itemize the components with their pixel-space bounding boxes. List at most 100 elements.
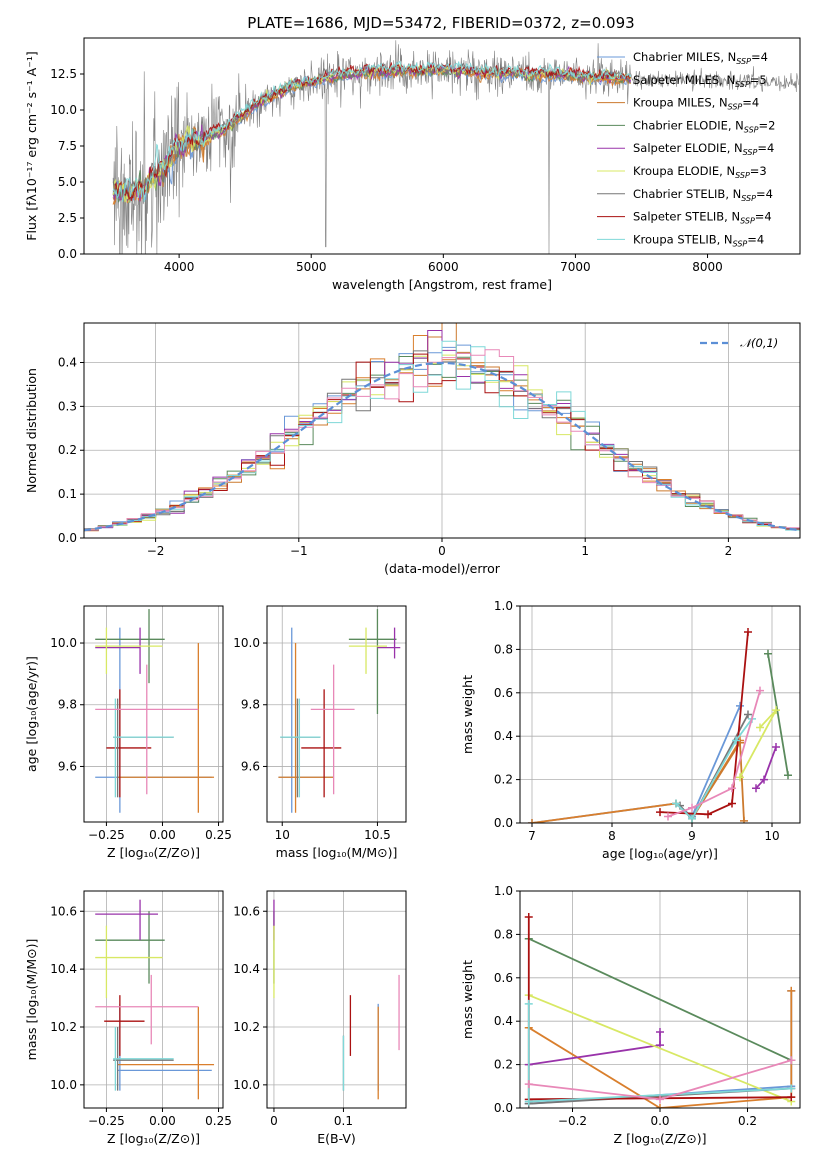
plot-area (95, 899, 215, 1100)
weight-marker (787, 1093, 796, 1102)
y-tick-label: 0.0 (494, 1101, 513, 1115)
x-tick-label: 0.00 (149, 828, 176, 842)
x-tick-label: 8000 (692, 260, 723, 274)
y-tick-label: 9.8 (58, 698, 77, 712)
residual-histogram (84, 349, 800, 530)
y-tick-label: 10.0 (233, 636, 260, 650)
y-tick-label: 0.2 (494, 1058, 513, 1072)
panels: Chabrier MILES, NSSP=4 Salpeter MILES, NS… (24, 37, 801, 1146)
y-tick-label: 9.6 (241, 759, 260, 773)
model-spectrum (112, 60, 632, 202)
x-tick-label: 0.25 (205, 828, 232, 842)
y-tick-label: 0.6 (494, 971, 513, 985)
weight-marker (524, 1097, 533, 1106)
weight-marker (787, 986, 796, 995)
plot-area (273, 899, 400, 1100)
x-axis-label: wavelength [Angstrom, rest frame] (332, 277, 552, 292)
axes-frame (266, 890, 407, 1109)
x-tick-label: 2 (725, 544, 733, 558)
weight-marker (704, 810, 712, 819)
y-tick-label: 0.0 (58, 531, 77, 545)
x-tick-label: 0 (270, 1114, 278, 1128)
x-tick-label: 0 (438, 544, 446, 558)
axes-frame (83, 890, 224, 1109)
legend-entry: Kroupa MILES, NSSP=4 (633, 96, 759, 112)
figure-title: PLATE=1686, MJD=53472, FIBERID=0372, z=0… (247, 14, 634, 32)
legend-entry: Chabrier MILES, NSSP=4 (633, 50, 768, 66)
plot-area (95, 609, 215, 813)
weight-marker (528, 819, 536, 823)
x-tick-label: 9 (688, 829, 696, 843)
y-tick-label: 10.0 (50, 1078, 77, 1092)
y-tick-label: 10.6 (50, 904, 77, 918)
weight-line (528, 990, 793, 1108)
x-tick-label: 7000 (560, 260, 591, 274)
x-tick-label: 10 (764, 829, 779, 843)
y-tick-label: 0.0 (494, 816, 513, 830)
y-tick-label: 9.6 (58, 759, 77, 773)
model-spectrum (112, 64, 632, 203)
x-tick-label: 4000 (164, 260, 195, 274)
y-tick-label: 0.4 (58, 355, 77, 369)
weight-line (767, 653, 789, 776)
panel-age_vs_mass: 10 10.5 9.6 9.8 10.0 mass [log₁₀(M/M⊙)] (233, 605, 407, 860)
model-spectrum (112, 62, 632, 200)
axes-frame (266, 605, 407, 823)
weight-marker (772, 706, 780, 715)
x-axis-label: mass [log₁₀(M/M⊙)] (276, 845, 398, 860)
legend-entry: Kroupa ELODIE, NSSP=3 (633, 164, 767, 180)
y-tick-label: 0.8 (494, 642, 513, 656)
x-axis-label: Z [log₁₀(Z/Z⊙)] (107, 845, 200, 860)
weight-line (531, 740, 741, 823)
x-tick-label: 0.00 (149, 1114, 176, 1128)
x-tick-label: 0.2 (738, 1114, 757, 1128)
legend-entry: Salpeter STELIB, NSSP=4 (633, 210, 772, 226)
legend-entry: Salpeter MILES, NSSP=5 (633, 73, 767, 89)
y-tick-label: 0.2 (58, 443, 77, 457)
weight-marker (656, 1095, 664, 1104)
x-tick-label: 5000 (296, 260, 327, 274)
legend: Chabrier MILES, NSSP=4 Salpeter MILES, NS… (597, 50, 775, 248)
x-tick-label: 0.0 (650, 1114, 669, 1128)
y-tick-label: 1.0 (494, 599, 513, 613)
y-tick-label: 0.1 (58, 487, 77, 501)
y-tick-label: 10.4 (50, 962, 77, 976)
y-tick-label: 1.0 (494, 884, 513, 898)
weight-marker (688, 803, 696, 812)
panel-age_vs_Z: −0.25 0.00 0.25 9.6 9.8 10.0 Z [log₁₀(Z/Z⊙)] ag… (24, 605, 232, 860)
y-tick-label: 9.8 (241, 698, 260, 712)
weight-marker (787, 1056, 796, 1065)
weight-line (755, 746, 777, 789)
weight-marker (752, 784, 760, 793)
y-axis-label: mass [log₁₀(M/M⊙)] (24, 939, 39, 1061)
y-tick-label: 10.0 (233, 1078, 260, 1092)
legend: 𝒩(0,1) (700, 336, 778, 350)
plot-area (528, 628, 792, 823)
panel-mass_vs_Z: −0.25 0.00 0.25 10.0 10.2 10.4 10.6 Z [log₁₀(Z/… (24, 890, 232, 1146)
legend-entry: Salpeter ELODIE, NSSP=4 (633, 141, 774, 157)
axes-frame (519, 605, 801, 824)
y-tick-label: 10.6 (233, 904, 260, 918)
weight-marker (756, 686, 764, 695)
plot-area (524, 913, 796, 1108)
weight-marker (764, 649, 772, 658)
x-tick-label: −1 (290, 544, 308, 558)
legend-entry: Chabrier STELIB, NSSP=4 (633, 187, 773, 203)
weight-line (659, 631, 749, 816)
weight-marker (736, 773, 744, 782)
weight-marker (760, 775, 768, 784)
model-spectrum (112, 63, 632, 202)
y-tick-label: 0.8 (494, 927, 513, 941)
observed-spectrum (112, 40, 799, 254)
y-tick-label: 10.2 (233, 1020, 260, 1034)
weight-marker (787, 1084, 796, 1093)
x-tick-label: 10 (275, 828, 290, 842)
y-tick-label: 0.4 (494, 729, 513, 743)
x-tick-label: 0.1 (334, 1114, 353, 1128)
weight-line (667, 690, 761, 818)
x-tick-label: 10.5 (364, 828, 391, 842)
x-tick-label: 6000 (428, 260, 459, 274)
model-spectrum (112, 64, 632, 203)
panel-weight_vs_age: 7 8 9 10 0.0 0.2 0.4 0.6 0.8 1.0 age [log₁₀(age/yr… (460, 599, 801, 861)
plot-area (278, 609, 401, 813)
